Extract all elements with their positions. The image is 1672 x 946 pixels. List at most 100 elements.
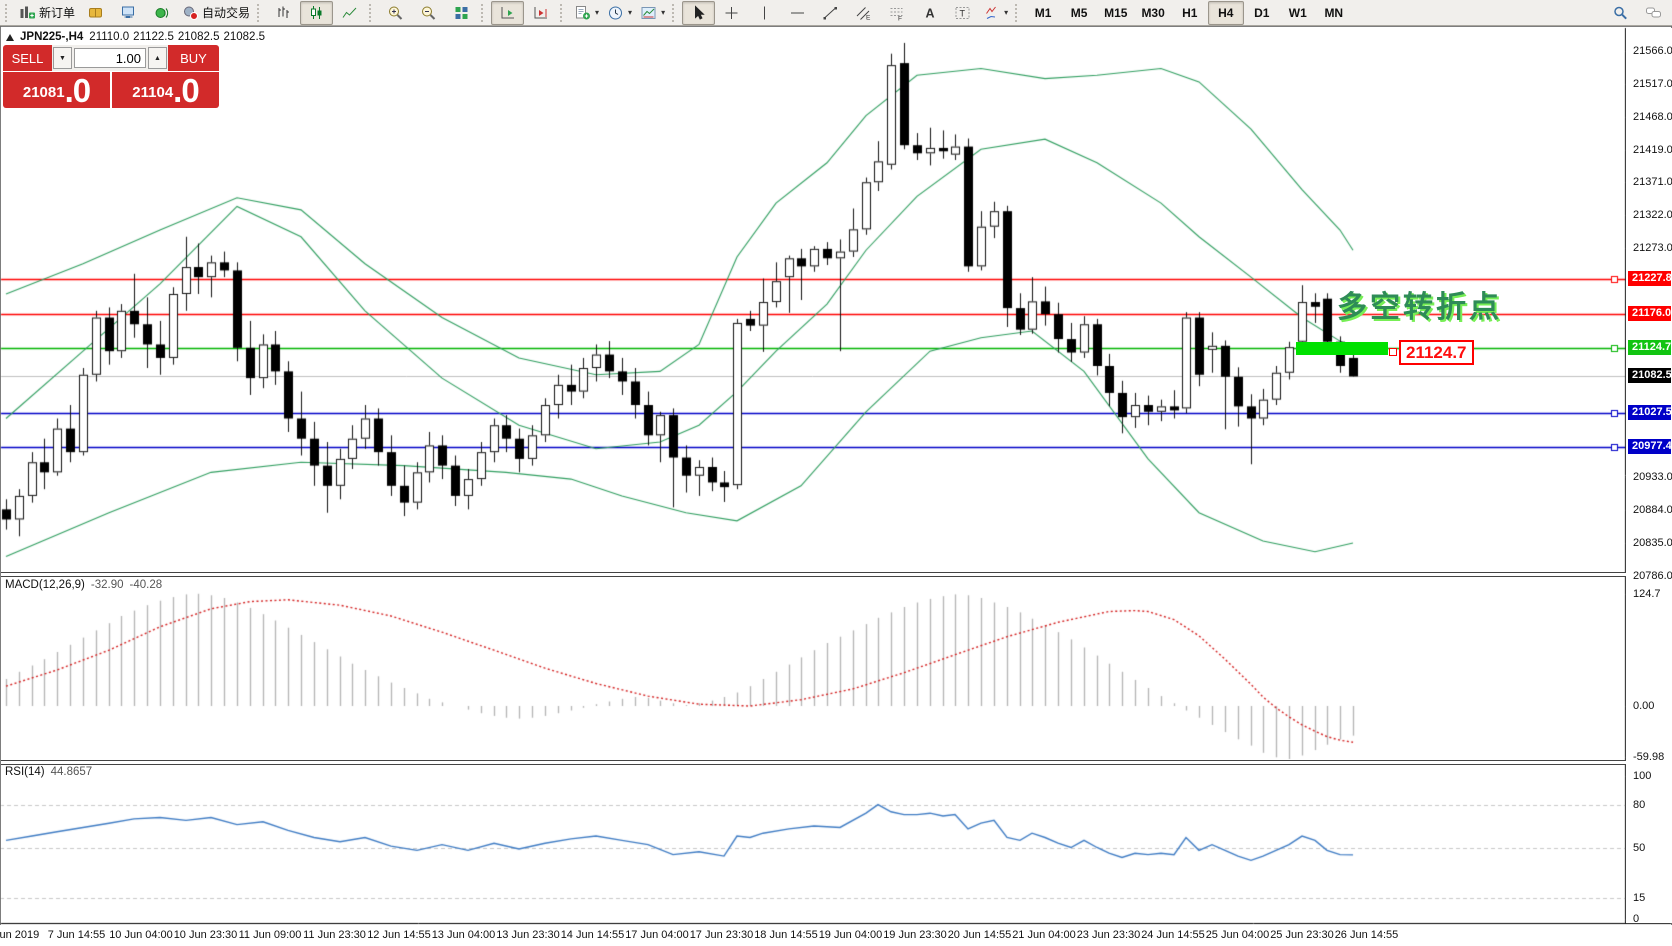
crosshair-button[interactable] (715, 1, 748, 25)
buy-price-button[interactable]: 21104 .0 (112, 72, 219, 108)
vline-button[interactable] (748, 1, 781, 25)
hline-button[interactable] (781, 1, 814, 25)
rsi-tick-label: 80 (1633, 798, 1646, 811)
auto-scroll-button[interactable] (491, 0, 525, 25)
sell-price-button[interactable]: 21081 .0 (3, 72, 110, 108)
rsi-name: RSI(14) (5, 766, 45, 778)
price-line-badge[interactable]: 21124.7 (1628, 340, 1671, 356)
volume-decrease-button[interactable]: ▼ (53, 47, 72, 69)
ohlc-close: 21082.5 (223, 31, 266, 43)
macd-indicator-label: MACD(12,26,9) -32.90 -40.28 (5, 579, 162, 591)
price-line-badge[interactable]: 20977.4 (1628, 439, 1672, 455)
tf-mn-button[interactable]: MN (1316, 1, 1352, 25)
tf-m5-button[interactable]: M5 (1061, 1, 1097, 25)
chevron-down-icon[interactable]: ▾ (1004, 8, 1009, 17)
toolbar-grip[interactable] (5, 3, 11, 22)
autotrade-button[interactable]: 自动交易 (178, 1, 254, 25)
terminal-button[interactable] (112, 1, 145, 25)
chevron-down-icon[interactable]: ▾ (628, 8, 633, 17)
template-button[interactable]: ▾ (636, 1, 669, 25)
tf-m15-button[interactable]: M15 (1097, 1, 1134, 25)
trendline-icon (822, 5, 839, 21)
cursor-button[interactable] (682, 0, 716, 25)
new-order-button[interactable]: 新订单 (15, 1, 79, 25)
toolbar-grip[interactable] (257, 3, 263, 22)
tf-m1-button[interactable]: M1 (1025, 1, 1061, 25)
toolbar-grip[interactable] (560, 3, 566, 22)
macd-name: MACD(12,26,9) (5, 579, 85, 591)
price-line-badge[interactable]: 21227.8 (1628, 270, 1672, 286)
fibonacci-button[interactable]: F (880, 1, 913, 25)
new-chart-button[interactable]: ▾ (570, 1, 603, 25)
search-button[interactable] (1604, 1, 1637, 25)
quick-trade-expand-icon[interactable] (6, 33, 14, 41)
time-tick-label: 19 Jun 04:00 (818, 929, 883, 941)
time-tick-label: 10 Jun 23:30 (173, 929, 238, 941)
line-chart-button[interactable] (333, 1, 366, 25)
price-tick-label: 21468.0 (1633, 110, 1672, 123)
zoom-out-button[interactable] (412, 1, 445, 25)
price-tick-label: 21419.0 (1633, 143, 1672, 156)
chevron-down-icon[interactable]: ▾ (595, 8, 600, 17)
toolbar-grip[interactable] (481, 3, 487, 22)
ohlc-high: 21122.5 (133, 31, 174, 43)
arrows-button[interactable]: ▾ (979, 1, 1012, 25)
book-button[interactable] (79, 1, 112, 25)
tf-d1-button[interactable]: D1 (1244, 1, 1280, 25)
tile-windows-button[interactable] (445, 1, 478, 25)
channel-button[interactable]: E (847, 1, 880, 25)
time-tick-label: 14 Jun 14:55 (560, 929, 625, 941)
new-order-button-label: 新订单 (39, 6, 76, 20)
toolbar-grip[interactable] (672, 3, 678, 22)
tf-w1-button[interactable]: W1 (1280, 1, 1316, 25)
volume-input[interactable] (74, 48, 146, 68)
period-button[interactable]: ▾ (603, 1, 636, 25)
terminal-icon (120, 5, 137, 21)
buy-button[interactable]: BUY (168, 45, 219, 71)
annotation-highlight-bar[interactable] (1296, 342, 1388, 355)
tf-h4-button[interactable]: H4 (1207, 0, 1244, 25)
chart-shift-button[interactable] (524, 1, 557, 25)
toolbar-grip[interactable] (369, 3, 375, 22)
chevron-down-icon[interactable]: ▾ (661, 8, 666, 17)
crosshair-icon (723, 5, 740, 21)
price-tick-label: 20835.0 (1633, 537, 1672, 550)
time-tick-label: 23 Jun 23:30 (1076, 929, 1141, 941)
annotation-text[interactable]: 多空转折点 (1337, 291, 1502, 324)
price-line-badge[interactable]: 21176.0 (1628, 305, 1671, 321)
label-icon: T (954, 5, 971, 21)
label-button[interactable]: T (946, 1, 979, 25)
price-axis[interactable]: 21566.0 21517.0 21468.0 21419.0 21371.0 21322… (1626, 28, 1672, 925)
tf-m1-button-label: M1 (1034, 5, 1052, 20)
chat-icon (1645, 5, 1662, 21)
text-button[interactable]: A (913, 1, 946, 25)
rsi-panel-separator[interactable] (1, 760, 1670, 765)
tf-m30-button[interactable]: M30 (1134, 1, 1171, 25)
tf-h1-button-label: H1 (1182, 5, 1198, 20)
sell-button[interactable]: SELL (3, 45, 52, 71)
line-chart-icon (341, 5, 358, 21)
toolbar-grip[interactable] (1015, 3, 1021, 22)
macd-panel-separator[interactable] (1, 572, 1670, 577)
annotation-price-label[interactable]: 21124.7 (1399, 340, 1474, 365)
tf-h1-button[interactable]: H1 (1172, 1, 1208, 25)
main-toolbar: 新订单 自动交易 ▾ ▾ ▾ E F A T ▾ M1 M5 M15 M30 H1 H4 D1 W1 MN (0, 0, 1672, 26)
tile-windows-icon (453, 5, 470, 21)
bar-chart-button[interactable] (267, 1, 300, 25)
trendline-button[interactable] (814, 1, 847, 25)
zoom-in-button[interactable] (379, 1, 412, 25)
chat-button[interactable] (1637, 1, 1670, 25)
price-line-badge[interactable]: 21082.5 (1628, 368, 1672, 384)
autotrade-icon (182, 5, 199, 21)
book-icon (87, 5, 104, 21)
price-line-badge[interactable]: 21027.5 (1628, 405, 1672, 421)
signal-button[interactable] (145, 1, 178, 25)
zoom-out-icon (420, 5, 437, 21)
price-tick-label: 21371.0 (1633, 176, 1672, 189)
candlestick-button[interactable] (300, 0, 334, 25)
macd-tick-label: -59.98 (1633, 751, 1665, 763)
time-tick-label: 11 Jun 09:00 (238, 929, 302, 941)
volume-increase-button[interactable]: ▲ (148, 47, 167, 69)
